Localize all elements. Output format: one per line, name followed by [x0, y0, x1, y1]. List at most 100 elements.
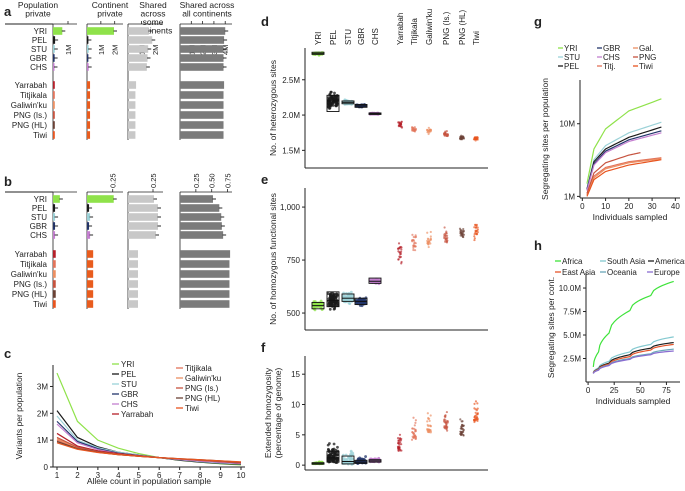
data-point-gbr: [363, 301, 367, 305]
data-point-titjikala: [412, 416, 415, 419]
bar-yarrabah-col2: [87, 250, 94, 258]
data-point-yarrabah: [397, 439, 400, 442]
data-point-png-is: [444, 427, 447, 430]
bar-png-is-col1: [53, 111, 55, 119]
x-tick-label: 5: [137, 471, 142, 480]
data-point-pel: [328, 103, 332, 107]
data-point-galiwin-ku: [428, 419, 431, 423]
bar-tiwi-col3: [128, 300, 138, 308]
bar-yarrabah-col2: [87, 81, 91, 89]
data-point-galiwin-ku: [426, 423, 429, 427]
data-point-titjikala: [412, 235, 415, 239]
column-title-1: private: [25, 9, 51, 19]
data-point-png-is: [444, 414, 447, 417]
legend-label-titjikala: Titjikala: [185, 364, 212, 373]
data-point-yarrabah: [400, 260, 403, 264]
panel-label-e: e: [261, 172, 268, 187]
bar-stu-col4: [180, 45, 224, 53]
row-label-gbr: GBR: [30, 54, 48, 63]
legend-label-gbr: GBR: [603, 44, 621, 53]
data-point-galiwin-ku: [426, 129, 429, 132]
tick-label: 1M: [97, 45, 106, 55]
row-label-galiwin-ku: Galiwin'ku: [11, 101, 47, 110]
row-label-tiwi: Tiwi: [33, 131, 47, 140]
bar-png-is-col4: [180, 111, 224, 119]
panel-label-h: h: [534, 238, 542, 253]
category-label-png-is: PNG (Is.): [442, 11, 451, 45]
bar-titjikala-col3: [128, 260, 138, 268]
bar-png-hl-col4: [180, 290, 230, 298]
data-point-tiwi: [474, 419, 477, 422]
data-point-tiwi: [473, 226, 476, 229]
series-line-oceania: [592, 348, 674, 374]
bar-png-hl-col4: [180, 121, 224, 129]
data-point-galiwin-ku: [427, 238, 430, 241]
data-point-stu: [349, 452, 353, 456]
category-label-pel: PEL: [329, 29, 338, 45]
data-point-png-is: [445, 134, 449, 137]
data-point-titjikala: [414, 128, 417, 131]
bar-png-hl-col3: [128, 121, 136, 129]
data-point-tiwi: [474, 230, 477, 233]
data-point-galiwin-ku: [426, 231, 429, 234]
data-point-pel: [331, 296, 335, 299]
data-point-yarrabah: [399, 255, 403, 259]
data-point-tiwi: [474, 400, 478, 403]
tick-label: 1M: [64, 45, 73, 55]
panel-label-f: f: [261, 340, 266, 355]
x-axis-label: Individuals sampled: [596, 396, 671, 406]
data-point-pel: [333, 296, 337, 299]
x-tick-label: 25: [610, 386, 619, 395]
y-tick-label: 1M: [37, 436, 48, 445]
data-point-png-is: [445, 234, 449, 237]
legend-label-europe: Europe: [654, 268, 680, 277]
y-tick-label: 1M: [564, 192, 575, 201]
row-label-yarrabah: Yarrabah: [15, 81, 47, 90]
data-point-yarrabah: [399, 122, 402, 125]
bar-png-is-col4: [180, 280, 230, 288]
column-title-3: Shared: [139, 0, 167, 10]
bar-png-is-col3: [128, 111, 136, 119]
bar-titjikala-col4: [180, 260, 230, 268]
data-point-png-hl: [462, 230, 465, 233]
series-line-africa: [592, 280, 674, 368]
data-point-png-is: [445, 230, 448, 233]
data-point-yarrabah: [400, 443, 403, 446]
bar-titjikala-col4: [180, 91, 224, 99]
y-tick-label: 1.5M: [282, 146, 300, 155]
data-point-titjikala: [414, 435, 418, 438]
legend-label-gbr: GBR: [121, 390, 139, 399]
data-point-png-is: [446, 419, 449, 423]
data-point-pel: [326, 443, 330, 447]
data-point-png-hl: [460, 431, 463, 434]
data-point-png-is: [443, 226, 446, 229]
data-point-png-hl: [462, 227, 465, 231]
tick-label: 2M: [111, 45, 120, 55]
bar-gbr-col2: [87, 54, 89, 62]
data-point-tiwi: [476, 407, 479, 410]
bar-galiwin-ku-col1: [53, 270, 56, 278]
data-point-gbr: [364, 455, 367, 458]
x-tick-label: 1: [55, 471, 60, 480]
bar-chs-col1: [53, 63, 55, 71]
bar-yri-col3: [128, 195, 154, 203]
data-point-galiwin-ku: [429, 235, 432, 238]
row-label-chs: CHS: [30, 231, 47, 240]
data-point-titjikala: [414, 235, 418, 239]
panel-d-scatter: 1.5M 2.0M 2.5M No. of heterozygous sites YRI…: [268, 9, 488, 169]
category-label-tiwi: Tiwi: [472, 31, 481, 45]
data-point-yarrabah: [400, 126, 404, 129]
legend-label-chs: CHS: [121, 400, 138, 409]
y-tick-label: 3M: [37, 382, 48, 391]
series-line-yri: [586, 98, 662, 184]
bar-tiwi-col4: [180, 131, 224, 139]
bar-galiwin-ku-col1: [53, 101, 55, 109]
bar-png-is-col2: [87, 111, 91, 119]
bar-stu-col3: [128, 213, 158, 221]
data-point-galiwin-ku: [426, 420, 429, 423]
data-point-png-hl: [461, 420, 464, 423]
data-point-pel: [333, 302, 337, 306]
panel-h-line-chart: 0 25 50 75 2.5M 5.0M 7.5M 10.0M Individuals samp…: [546, 257, 685, 406]
